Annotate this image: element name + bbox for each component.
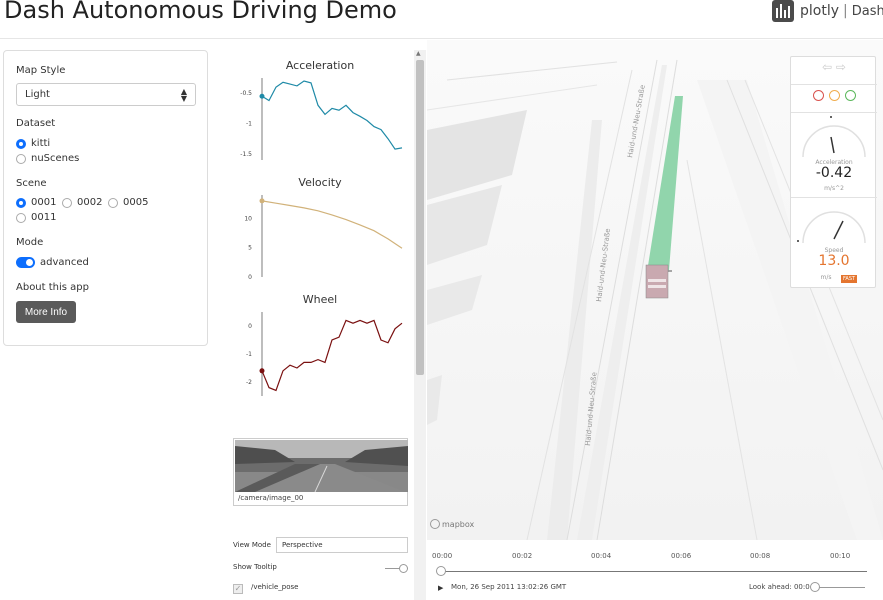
scene-label: Scene <box>16 178 47 189</box>
velocity-chart-title: Velocity <box>298 176 342 189</box>
scroll-up-icon[interactable]: ▲ <box>416 50 421 57</box>
speed-status-badge: FAST <box>841 275 858 283</box>
look-ahead-slider[interactable] <box>815 587 865 588</box>
view-mode-select[interactable]: Perspective <box>276 537 408 553</box>
traffic-lights <box>791 90 877 101</box>
chart-current-point <box>259 198 265 204</box>
vehicle-pose-label: /vehicle_pose <box>251 583 299 591</box>
more-info-button[interactable]: More Info <box>16 301 76 323</box>
wheel-chart-title: Wheel <box>302 293 338 306</box>
chart-current-point <box>259 368 265 374</box>
yellow-light-icon <box>828 90 840 101</box>
acceleration-chart-title: Acceleration <box>285 59 355 72</box>
mapbox-logo-icon <box>430 519 440 529</box>
app-title: Dash Autonomous Driving Demo <box>4 0 397 24</box>
telemetry-charts: -0.5 -1 -1.5 10 5 0 0 -1 -2 <box>240 78 403 396</box>
chart-tick-label: -0.5 <box>240 90 252 97</box>
chart-tick-label: 0 <box>248 274 252 281</box>
scene-option-0011[interactable]: 0011 <box>16 212 56 223</box>
toggle-knob-icon <box>399 564 408 573</box>
chart-tick-label: 5 <box>248 245 252 252</box>
radio-selected-icon <box>16 197 26 208</box>
camera-panel: /camera/image_00 <box>233 438 408 506</box>
chart-tick-label: -2 <box>246 379 252 386</box>
chart-series-line <box>261 319 403 392</box>
header-divider <box>0 38 883 39</box>
mode-toggle[interactable]: advanced <box>16 257 89 268</box>
vehicle-pose-checkbox[interactable]: ✓ <box>233 584 243 594</box>
green-light-icon <box>844 90 856 101</box>
current-timestamp: Mon, 26 Sep 2011 13:02:26 GMT <box>451 583 567 591</box>
red-light-icon <box>812 90 824 101</box>
radio-icon <box>16 212 26 223</box>
timeline-tick: 00:04 <box>591 552 612 560</box>
map-style-value: Light <box>25 89 50 100</box>
radio-icon <box>62 197 72 208</box>
dataset-label: Dataset <box>16 118 56 129</box>
radio-icon <box>16 153 26 164</box>
vehicle-status-hud: ⇦ ⇨ Acceleration -0.42 m/s^2 Speed 13.0 … <box>790 56 877 288</box>
speed-gauge <box>797 211 866 244</box>
chart-series-line <box>261 80 403 150</box>
scene-option-0005[interactable]: 0005 <box>108 197 148 208</box>
look-ahead-slider-handle[interactable] <box>810 582 820 592</box>
chart-tick-label: -1.5 <box>240 151 252 158</box>
timeline-tick: 00:02 <box>512 552 533 560</box>
charts-scrollbar-thumb[interactable] <box>416 60 424 375</box>
radio-selected-icon <box>16 138 26 149</box>
select-caret-icon: ▲ ▼ <box>180 87 187 103</box>
show-tooltip-toggle[interactable] <box>385 564 408 573</box>
speed-unit: m/s <box>820 274 832 281</box>
logo-text: plotly <box>800 3 840 19</box>
logo-dash-text: Dash <box>851 3 883 19</box>
camera-image <box>235 440 408 492</box>
acceleration-value: -0.42 <box>815 165 853 181</box>
mapbox-attribution[interactable]: mapbox <box>430 519 474 529</box>
chart-tick-label: 0 <box>248 323 252 330</box>
map-style-label: Map Style <box>16 65 66 76</box>
timeline-tick: 00:00 <box>432 552 453 560</box>
mode-label: Mode <box>16 237 44 248</box>
acceleration-gauge <box>802 116 866 158</box>
view-mode-label: View Mode <box>233 541 271 549</box>
timeline-tick: 00:10 <box>830 552 851 560</box>
dataset-option-kitti[interactable]: kitti <box>16 138 50 149</box>
speed-value: 13.0 <box>818 253 850 269</box>
speed-label: Speed <box>824 247 844 254</box>
control-panel: Map Style Light ▲ ▼ Dataset kitti nuScene… <box>3 50 208 346</box>
plotly-logo-icon <box>772 0 794 22</box>
timeline-tick: 00:06 <box>671 552 692 560</box>
radio-icon <box>108 197 118 208</box>
show-tooltip-label: Show Tooltip <box>233 563 277 571</box>
chart-tick-label: -1 <box>246 121 252 128</box>
acceleration-unit: m/s^2 <box>824 185 844 192</box>
plotly-dash-logo[interactable]: plotly | Dash <box>772 0 883 22</box>
charts-panel: Acceleration Velocity Wheel -0.5 -1 -1.5 10… <box>215 50 425 430</box>
scene-option-0002[interactable]: 0002 <box>62 197 102 208</box>
camera-caption: /camera/image_00 <box>238 494 304 502</box>
chart-series-line <box>261 200 403 249</box>
timeline-slider-handle[interactable] <box>436 566 446 576</box>
acceleration-label: Acceleration <box>815 159 853 166</box>
scene-option-0001[interactable]: 0001 <box>16 197 56 208</box>
toggle-switch-icon[interactable] <box>16 257 35 268</box>
chart-tick-label: -1 <box>246 351 252 358</box>
dataset-option-nuscenes[interactable]: nuScenes <box>16 153 79 164</box>
about-label: About this app <box>16 282 89 293</box>
map-style-select[interactable]: Light ▲ ▼ <box>16 83 196 106</box>
turn-signal-icon: ⇦ ⇨ <box>822 60 846 74</box>
chart-current-point <box>259 93 265 99</box>
chart-tick-label: 10 <box>244 215 252 222</box>
play-icon[interactable]: ▶ <box>438 584 444 592</box>
timeline-slider[interactable] <box>441 571 867 572</box>
look-ahead-label: Look ahead: 00:0 <box>749 583 810 591</box>
timeline-tick: 00:08 <box>750 552 771 560</box>
